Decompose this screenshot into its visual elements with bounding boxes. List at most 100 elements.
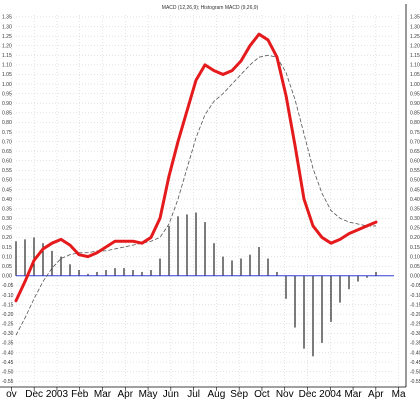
y-tick-label: 1.10 [2,63,12,69]
y-tick-label: 0.25 [2,226,12,232]
y-tick-label: -0.55 [410,379,420,385]
y-tick-label: -0.20 [2,312,14,318]
y-tick-label: -0.05 [410,283,420,289]
x-tick-label: Mar [344,389,362,400]
y-tick-label: 0.95 [2,91,12,97]
x-tick-label: Sep [230,389,248,400]
y-tick-label: 0.50 [2,178,12,184]
x-tick-label: Aug [207,389,225,400]
y-tick-label: -0.15 [410,302,420,308]
y-tick-label: 0.35 [410,206,420,212]
x-tick-label: Jun [163,389,179,400]
y-tick-label: -0.20 [410,312,420,318]
y-tick-label: 0.35 [2,206,12,212]
y-tick-label: 0.20 [410,235,420,241]
y-tick-label: -0.50 [2,369,14,375]
y-tick-label: 1.10 [410,63,420,69]
y-axis-left: 1.35 1.30 1.25 1.20 1.15 1.10 1.05 1.00 0.95 0.90… [2,15,14,385]
y-tick-label: 0.45 [410,187,420,193]
y-tick-label: 0.90 [410,101,420,107]
x-tick-label: Apr [368,389,384,400]
y-tick-label: 1.15 [410,53,420,59]
y-tick-label: 1.05 [2,72,12,78]
y-tick-label: 0.40 [2,197,12,203]
y-tick-label: -0.30 [2,331,14,337]
y-tick-label: 1.35 [410,15,420,21]
y-tick-label: 0.70 [410,139,420,145]
histogram-bars [15,212,377,357]
y-tick-label: 0.60 [410,159,420,165]
y-tick-label: 0.55 [2,168,12,174]
macd-line [14,32,378,303]
y-tick-label: 0.95 [410,91,420,97]
y-tick-label: 0.10 [410,254,420,260]
x-axis: ov Dec 2003 Feb Mar Apr May Jun Jul Aug Sep Oct Nov D… [6,387,406,400]
y-tick-label: 1.00 [410,82,420,88]
y-tick-label: 0.55 [410,168,420,174]
y-tick-label: 0.45 [2,187,12,193]
x-tick-label: 2004 [319,389,342,400]
y-tick-label: -0.25 [2,322,14,328]
x-tick-label: 2003 [46,389,69,400]
y-tick-label: 0.75 [2,130,12,136]
x-tick-label: Feb [71,389,89,400]
x-tick-label: Ma [392,389,406,400]
y-tick-label: 0.85 [410,111,420,117]
y-tick-label: 1.20 [2,43,12,49]
y-axis-right: 1.35 1.30 1.25 1.20 1.15 1.10 1.05 1.00 0.95 0.90… [410,15,420,385]
y-tick-label: 0.30 [410,216,420,222]
y-tick-label: 1.30 [410,24,420,30]
y-tick-label: 0.90 [2,101,12,107]
y-tick-label: -0.35 [2,341,14,347]
y-tick-label: 0.60 [2,159,12,165]
y-tick-label: 0.05 [410,264,420,270]
y-tick-label: 1.25 [2,34,12,40]
y-tick-label: -0.40 [2,350,14,356]
y-tick-label: 1.35 [2,15,12,21]
y-tick-label: -0.50 [410,369,420,375]
y-tick-label: -0.10 [2,293,14,299]
y-tick-label: 0.05 [2,264,12,270]
y-tick-label: -0.10 [410,293,420,299]
y-tick-label: 0.50 [410,178,420,184]
x-tick-label: Oct [254,389,270,400]
y-tick-label: -0.45 [2,360,14,366]
x-tick-label: Dec [25,389,43,400]
y-tick-label: 0.40 [410,197,420,203]
x-tick-label: Apr [117,389,133,400]
y-tick-label: 0.80 [2,120,12,126]
y-tick-label: 1.20 [410,43,420,49]
y-tick-label: 0.65 [2,149,12,155]
y-tick-label: -0.05 [2,283,14,289]
y-tick-label: 0.25 [410,226,420,232]
y-tick-label: 0.15 [2,245,12,251]
y-tick-label: 0.65 [410,149,420,155]
y-tick-label: -0.45 [410,360,420,366]
y-tick-label: 0.80 [410,120,420,126]
y-tick-label: 0.00 [2,274,12,280]
x-tick-label: Mar [94,389,112,400]
y-tick-label: 1.25 [410,34,420,40]
y-tick-label: 0.30 [2,216,12,222]
y-tick-label: 0.20 [2,235,12,241]
y-tick-label: 1.30 [2,24,12,30]
y-tick-label: 1.00 [2,82,12,88]
y-tick-label: -0.55 [2,379,14,385]
x-tick-label: Jul [187,389,200,400]
x-tick-label: ov [6,389,17,400]
y-tick-label: 1.15 [2,53,12,59]
grid [11,15,399,387]
y-tick-label: 0.00 [410,274,420,280]
y-tick-label: 0.70 [2,139,12,145]
y-tick-label: -0.40 [410,350,420,356]
y-tick-label: 1.05 [410,72,420,78]
y-tick-label: -0.30 [410,331,420,337]
y-tick-label: 0.75 [410,130,420,136]
x-tick-label: Nov [276,389,294,400]
y-tick-label: -0.25 [410,322,420,328]
chart-title: MACD (12,26,9); Histogram MACD (9,26,9) [162,5,259,11]
x-tick-label: May [139,389,158,400]
y-tick-label: -0.35 [410,341,420,347]
